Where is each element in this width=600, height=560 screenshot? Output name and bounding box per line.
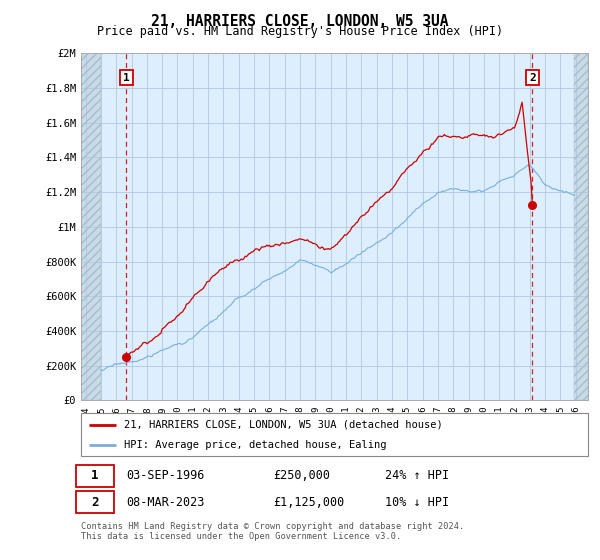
Text: 03-SEP-1996: 03-SEP-1996 <box>127 469 205 482</box>
Bar <box>574 53 588 400</box>
Text: Contains HM Land Registry data © Crown copyright and database right 2024.
This d: Contains HM Land Registry data © Crown c… <box>81 522 464 542</box>
FancyBboxPatch shape <box>76 491 114 513</box>
Bar <box>81 53 101 400</box>
Text: £1,125,000: £1,125,000 <box>274 496 345 508</box>
Text: £250,000: £250,000 <box>274 469 331 482</box>
Bar <box>81 53 101 400</box>
Text: 2: 2 <box>91 496 98 508</box>
Text: HPI: Average price, detached house, Ealing: HPI: Average price, detached house, Eali… <box>124 441 386 450</box>
Bar <box>574 53 588 400</box>
Text: 21, HARRIERS CLOSE, LONDON, W5 3UA: 21, HARRIERS CLOSE, LONDON, W5 3UA <box>151 14 449 29</box>
Text: 2: 2 <box>529 72 536 82</box>
Text: 24% ↑ HPI: 24% ↑ HPI <box>385 469 449 482</box>
Text: 10% ↓ HPI: 10% ↓ HPI <box>385 496 449 508</box>
FancyBboxPatch shape <box>76 465 114 487</box>
Text: 1: 1 <box>91 469 98 482</box>
Text: 21, HARRIERS CLOSE, LONDON, W5 3UA (detached house): 21, HARRIERS CLOSE, LONDON, W5 3UA (deta… <box>124 420 443 430</box>
Text: 08-MAR-2023: 08-MAR-2023 <box>127 496 205 508</box>
Text: 1: 1 <box>123 72 130 82</box>
Text: Price paid vs. HM Land Registry's House Price Index (HPI): Price paid vs. HM Land Registry's House … <box>97 25 503 38</box>
